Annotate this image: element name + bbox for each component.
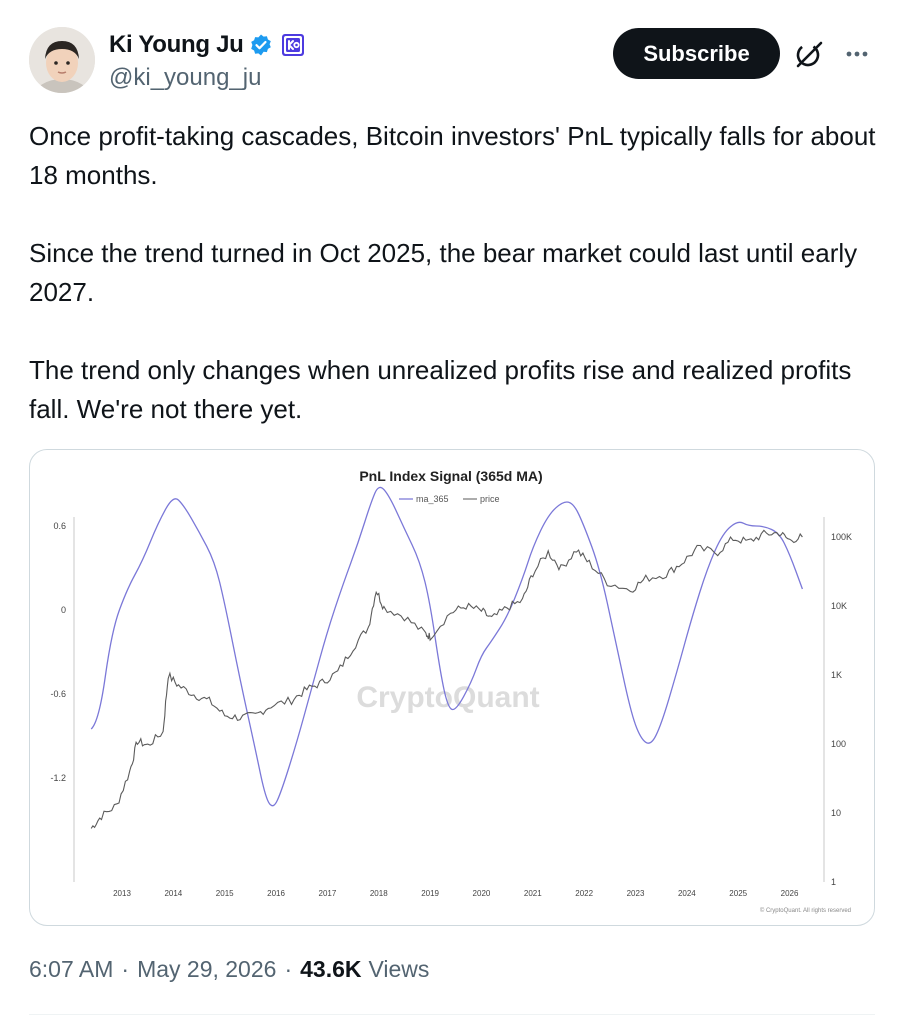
x-tick-label: 2026 [781,889,799,898]
x-tick-label: 2018 [370,889,388,898]
views-count: 43.6K [300,956,362,982]
left-tick-label: 0.6 [53,521,66,531]
left-tick-label: 0 [61,605,66,615]
left-tick-label: -1.2 [50,773,66,783]
x-tick-label: 2024 [678,889,696,898]
chart-footer: © CryptoQuant. All rights reserved [760,907,851,914]
cryptoquant-affiliate-icon[interactable] [281,33,305,57]
chart-legend: ma_365 price [399,494,500,504]
tweet-paragraph: Since the trend turned in Oct 2025, the … [29,238,858,307]
x-tick-label: 2022 [575,889,593,898]
right-tick-label: 100 [831,739,846,749]
tweet-paragraph: Once profit-taking cascades, Bitcoin inv… [29,121,876,190]
x-tick-label: 2020 [473,889,491,898]
x-tick-label: 2023 [627,889,645,898]
legend-label-ma: ma_365 [416,494,449,504]
chart-image-card[interactable]: PnL Index Signal (365d MA) ma_365 price … [29,449,875,926]
views-label: Views [368,956,430,982]
tweet-text: Once profit-taking cascades, Bitcoin inv… [29,117,879,468]
series-line-price [90,529,803,829]
legend-label-price: price [480,494,500,504]
tweet-time[interactable]: 6:07 AM [29,956,114,982]
right-axis-ticks: 100K 10K 1K 100 10 1 [831,532,852,887]
avatar-image [29,27,95,93]
right-tick-label: 1K [831,670,842,680]
x-tick-label: 2017 [319,889,337,898]
x-tick-label: 2019 [421,889,439,898]
right-tick-label: 1 [831,877,836,887]
tweet-meta: 6:07 AM · May 29, 2026 · 43.6K Views [29,956,429,983]
more-dots-icon[interactable] [841,38,873,70]
x-tick-label: 2021 [524,889,542,898]
x-tick-label: 2015 [216,889,234,898]
right-tick-label: 10 [831,808,841,818]
chart-title: PnL Index Signal (365d MA) [359,468,542,484]
x-tick-label: 2016 [267,889,285,898]
x-tick-label: 2013 [113,889,131,898]
meta-separator: · [284,956,293,982]
x-tick-label: 2014 [164,889,182,898]
display-name[interactable]: Ki Young Ju [109,31,244,58]
right-tick-label: 10K [831,601,847,611]
pnl-index-chart: PnL Index Signal (365d MA) ma_365 price … [50,468,852,914]
x-axis-ticks: 2013 2014 2015 2016 2017 2018 2019 2020 2021 2022… [113,889,799,898]
series-layer [90,486,804,829]
right-tick-label: 100K [831,532,852,542]
left-tick-label: -0.6 [50,689,66,699]
grok-icon[interactable] [793,38,825,70]
chart-watermark: CryptoQuant [356,681,539,714]
series-line-ma365 [90,486,804,807]
meta-separator: · [121,956,130,982]
divider [29,1014,875,1015]
author-name-row: Ki Young Ju [109,31,305,59]
author-handle[interactable]: @ki_young_ju [109,64,262,91]
verified-badge-icon[interactable] [249,33,273,57]
x-tick-label: 2025 [729,889,747,898]
tweet-paragraph: The trend only changes when unrealized p… [29,355,852,424]
tweet-date[interactable]: May 29, 2026 [137,956,277,982]
avatar[interactable] [29,27,95,93]
left-axis-ticks: 0.6 0 -0.6 -1.2 [50,521,66,783]
subscribe-button[interactable]: Subscribe [613,28,780,79]
